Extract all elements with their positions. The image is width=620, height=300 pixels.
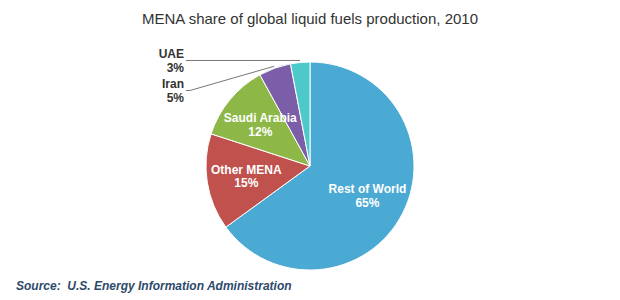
slice-label: Iran5% <box>162 77 184 105</box>
slice-label: Saudi Arabia12% <box>224 111 297 139</box>
slice-value: 12% <box>248 125 272 139</box>
slice-category: UAE <box>159 47 184 61</box>
chart-title: MENA share of global liquid fuels produc… <box>142 10 478 27</box>
leader-line <box>186 66 274 90</box>
slice-label: Rest of World65% <box>329 182 407 210</box>
leader-line <box>186 60 300 61</box>
slice-category: Other MENA <box>211 163 282 177</box>
source-note: Source: U.S. Energy Information Administ… <box>16 279 292 293</box>
slice-value: 5% <box>167 91 185 105</box>
slice-label: UAE3% <box>159 47 185 75</box>
chart-svg: MENA share of global liquid fuels produc… <box>0 0 620 300</box>
slice-category: Saudi Arabia <box>224 111 297 125</box>
slice-value: 65% <box>355 196 379 210</box>
chart-container: MENA share of global liquid fuels produc… <box>0 0 620 300</box>
slice-category: Rest of World <box>329 182 407 196</box>
slice-value: 15% <box>234 176 258 190</box>
slice-label: Other MENA15% <box>211 163 282 191</box>
slice-value: 3% <box>167 61 185 75</box>
pie-labels: Rest of World65% Other MENA15% Saudi Arabi… <box>159 47 407 210</box>
pie <box>206 62 414 270</box>
slice-category: Iran <box>162 77 184 91</box>
